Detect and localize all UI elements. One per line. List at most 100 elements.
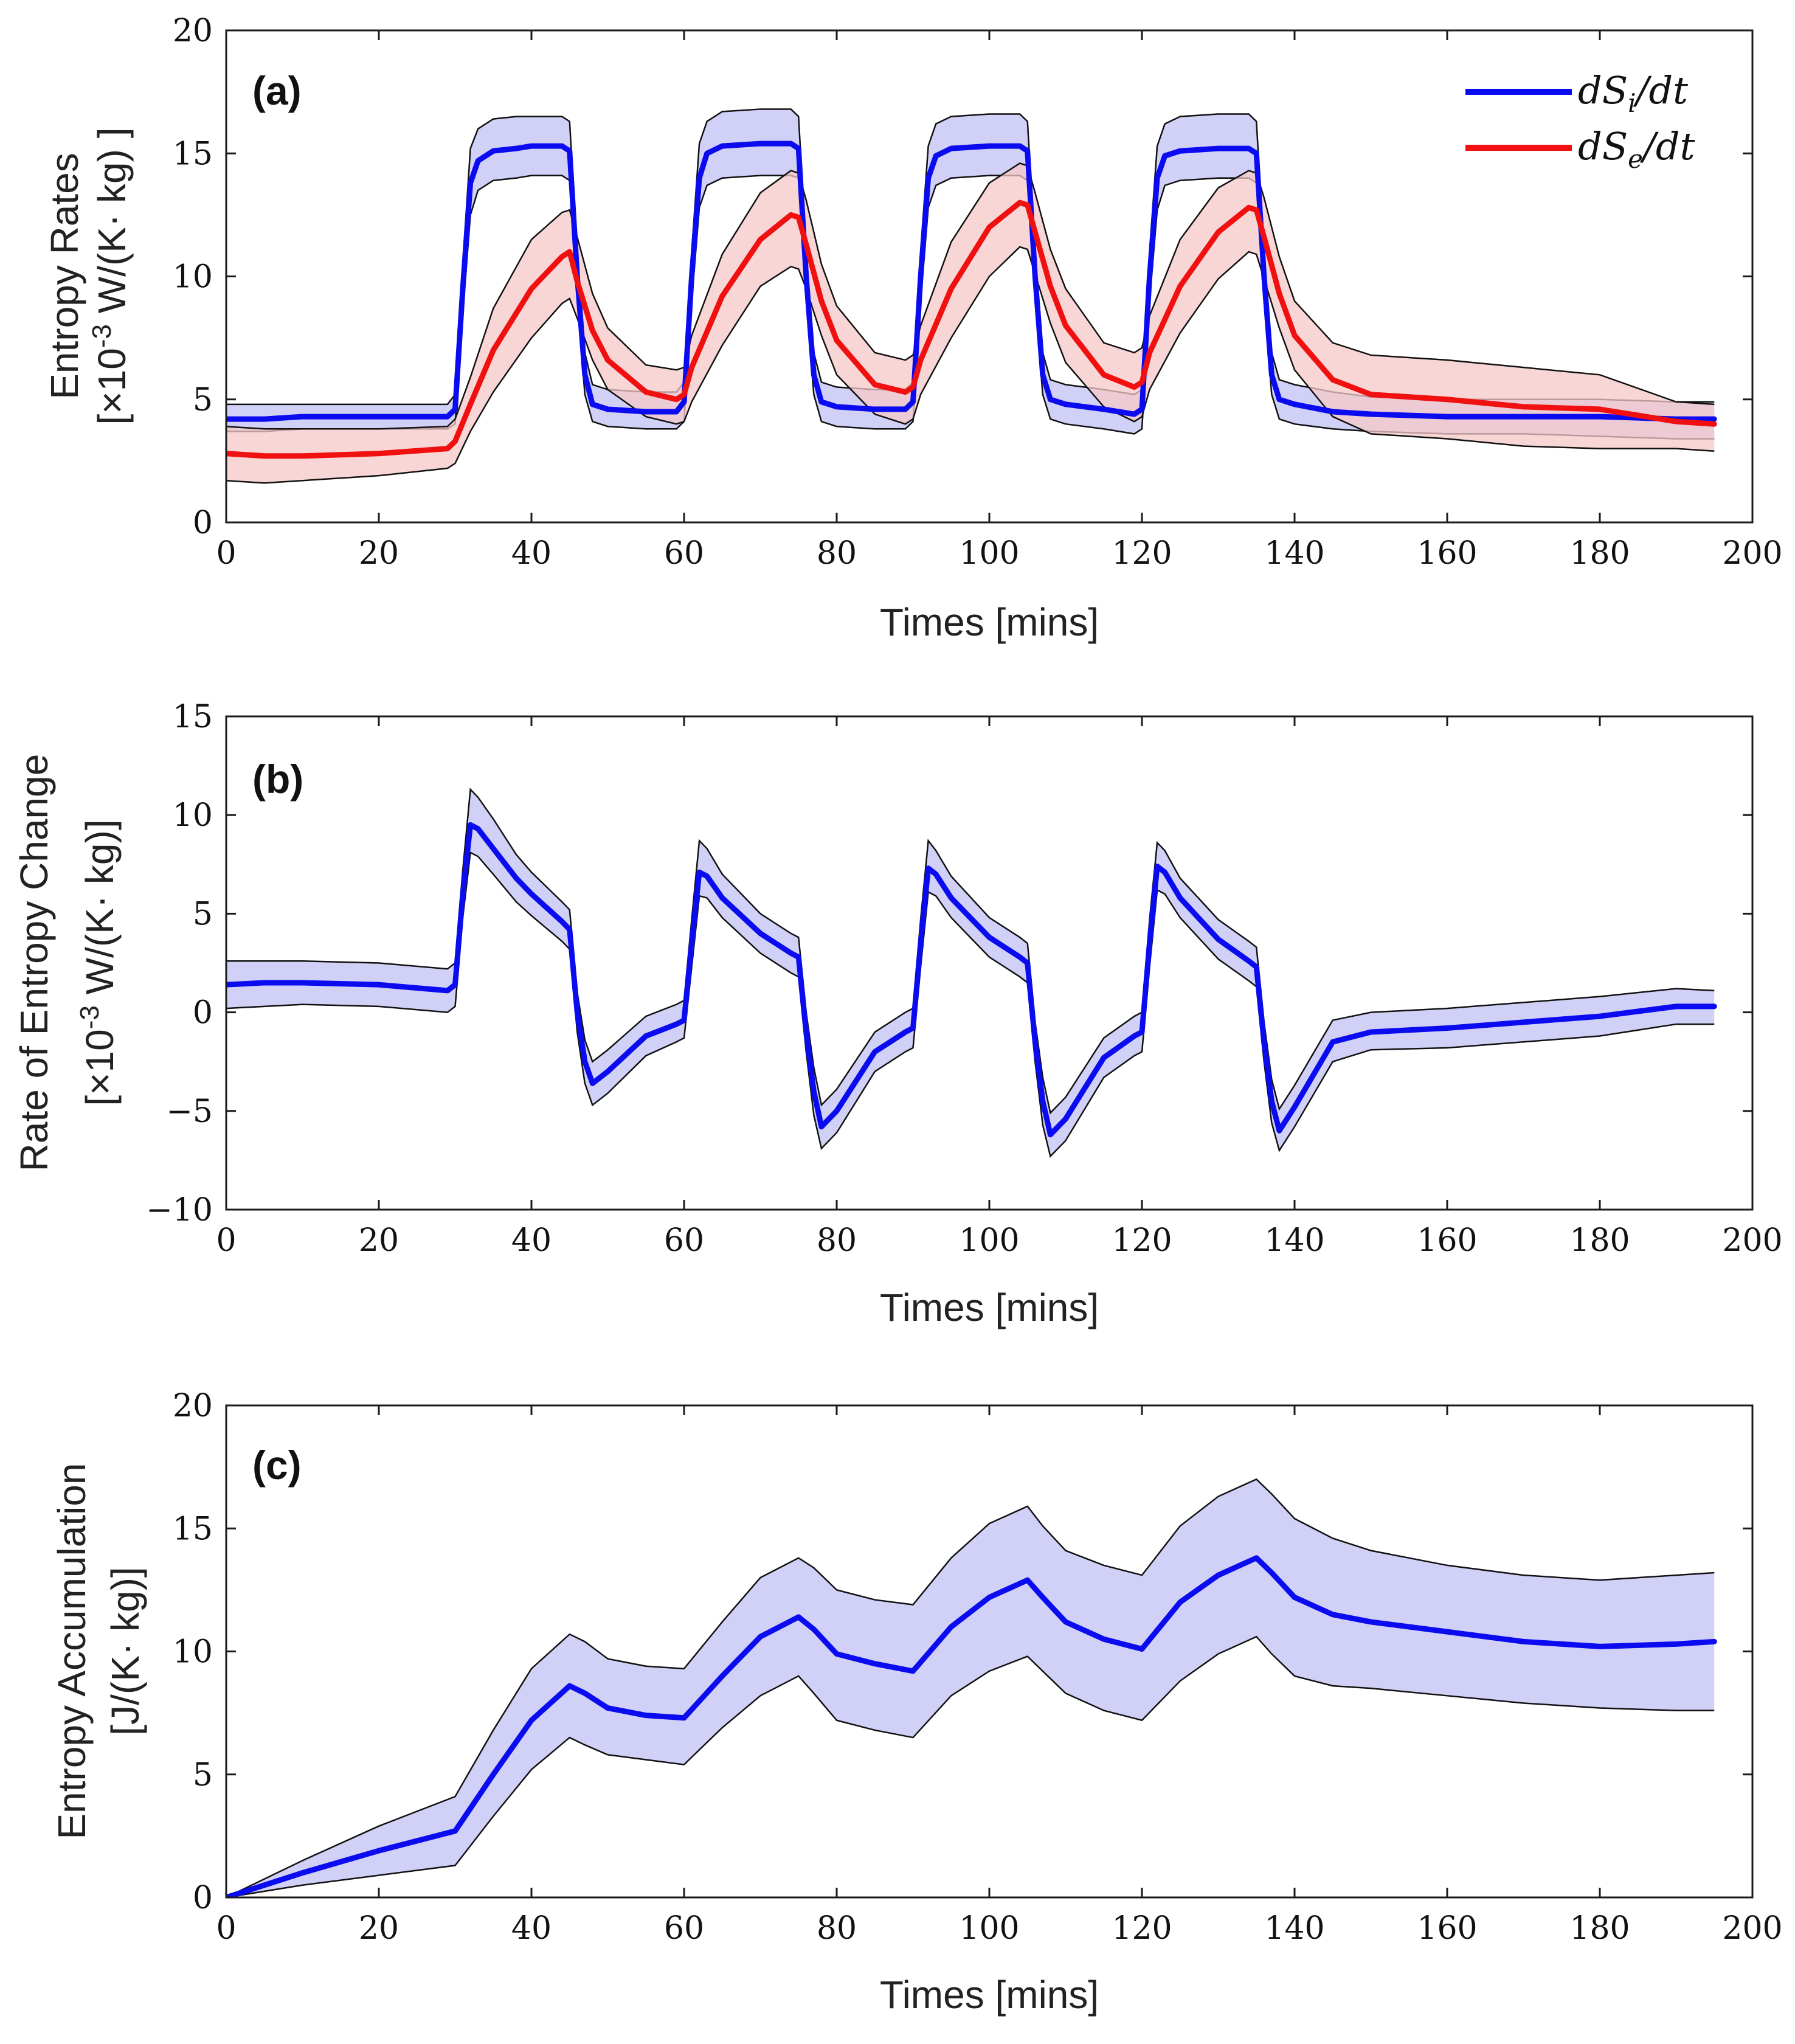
panel-b-ylabel-prefix: [×10 — [78, 1029, 122, 1106]
panel-c-x-ticks: 0 20 40 60 80 100 120 140 160 180 200 — [216, 1405, 1783, 1947]
panel-a-x-tick-label: 140 — [1264, 535, 1324, 572]
panel-a-y-axis-label-line1: Entropy Rates — [43, 153, 86, 400]
panel-a-y-ticks: 0 5 10 15 20 — [173, 13, 1752, 541]
panel-a-dsedt-confidence-band — [226, 163, 1715, 483]
panel-a-dsidt-mean-line — [226, 140, 1717, 422]
panel-a-x-tick-label: 200 — [1722, 535, 1782, 572]
panel-b-x-tick-label: 60 — [664, 1222, 704, 1259]
panel-c-x-tick-label: 20 — [359, 1910, 399, 1947]
panel-c-x-tick-label: 60 — [664, 1910, 704, 1947]
panel-c-series-layer — [226, 1478, 1717, 1897]
legend-label-dsi-rest: /dt — [1633, 68, 1689, 113]
panel-c-x-tick-label: 100 — [959, 1910, 1019, 1947]
panel-a-ylabel-exponent: -3 — [87, 324, 117, 348]
panel-c-y-tick-label: 20 — [173, 1388, 213, 1424]
panel-a-x-axis-label: Times [mins] — [880, 600, 1099, 644]
panel-c-y-axis-label-line1: Entropy Accumulation — [50, 1463, 94, 1840]
panel-c-x-tick-label: 180 — [1569, 1910, 1630, 1947]
panel-a-ylabel-prefix: [×10 — [90, 348, 134, 424]
panel-c-x-tick-label: 0 — [216, 1910, 236, 1947]
panel-a-y-axis-label: Entropy Rates [×10-3 W/(K· kg) ] — [43, 128, 134, 425]
panel-a-x-tick-label: 80 — [817, 535, 857, 572]
panel-b-ylabel-exponent: -3 — [75, 1005, 105, 1029]
panel-c-y-tick-label: 5 — [193, 1757, 213, 1793]
panel-a-y-tick-label: 15 — [173, 136, 213, 172]
panel-b-y-axis-label-line2: [×10-3 W/(K· kg)] — [75, 819, 122, 1106]
panel-c-x-tick-label: 40 — [511, 1910, 552, 1947]
panel-a-x-tick-label: 20 — [359, 535, 399, 572]
panel-b-x-tick-label: 120 — [1112, 1222, 1172, 1259]
panel-b-ylabel-suffix: W/(K· kg)] — [78, 819, 122, 1005]
panel-b-x-ticks: 0 20 40 60 80 100 120 140 160 180 200 — [216, 716, 1783, 1259]
panel-a-dsedt-band-upper-edge — [226, 162, 1715, 430]
legend-label-dse: dSe/dt — [1578, 124, 1695, 174]
panel-c-y-ticks: 0 5 10 15 20 — [173, 1388, 1752, 1916]
panel-b-x-tick-label: 140 — [1264, 1222, 1324, 1259]
panel-b-dsdt-mean-line — [226, 822, 1717, 1138]
panel-a-x-tick-label: 120 — [1112, 535, 1172, 572]
panel-a-legend: dSi/dt dSe/dt — [1456, 61, 1724, 175]
panel-a-y-tick-label: 10 — [173, 259, 213, 296]
panel-a-x-tick-label: 160 — [1417, 535, 1477, 572]
panel-c-x-tick-label: 160 — [1417, 1910, 1477, 1947]
panel-a-x-tick-label: 180 — [1569, 535, 1630, 572]
panel-a-y-tick-label: 20 — [173, 13, 213, 49]
panel-c-x-axis-label: Times [mins] — [880, 1973, 1099, 2017]
panel-a-x-tick-label: 100 — [959, 535, 1019, 572]
panel-c-x-tick-label: 80 — [817, 1910, 857, 1947]
panel-c-s-band-lower-edge — [226, 1635, 1715, 1897]
panel-b-x-tick-label: 40 — [511, 1222, 552, 1259]
panel-c-s-mean-line — [226, 1555, 1717, 1897]
panel-a-y-axis-label-line2: [×10-3 W/(K· kg) ] — [87, 128, 134, 425]
legend-label-dse-rest: /dt — [1640, 124, 1695, 168]
panel-c-y-tick-label: 15 — [173, 1511, 213, 1547]
panel-b-y-tick-label: −5 — [166, 1093, 213, 1130]
panel-b-x-tick-label: 180 — [1569, 1222, 1630, 1259]
panel-c-x-tick-label: 140 — [1264, 1910, 1324, 1947]
panel-b-y-tick-label: 10 — [173, 797, 213, 834]
panel-c-s-band-upper-edge — [226, 1478, 1715, 1897]
panel-a: 0 20 40 60 80 100 120 140 160 180 200 0 5 10 15 20 (a)… — [43, 13, 1783, 644]
panel-c-y-tick-label: 0 — [193, 1880, 213, 1916]
panel-a-x-tick-label: 60 — [664, 535, 704, 572]
panel-c: 0 20 40 60 80 100 120 140 160 180 200 0 5 10 15 20 (c)… — [50, 1388, 1783, 2017]
panel-a-x-ticks: 0 20 40 60 80 100 120 140 160 180 200 — [216, 30, 1783, 572]
panel-b-y-axis-label: Rate of Entropy Change [×10-3 W/(K· kg)] — [12, 754, 122, 1172]
panel-b-x-tick-label: 100 — [959, 1222, 1019, 1259]
panel-b-tag: (b) — [252, 757, 303, 802]
panel-a-x-tick-label: 0 — [216, 535, 236, 572]
panel-b-y-tick-label: 15 — [173, 699, 213, 735]
panel-c-y-axis-label: Entropy Accumulation [J/(K· kg)] — [50, 1463, 147, 1840]
panel-b-y-tick-label: 0 — [193, 995, 213, 1031]
panel-b-x-tick-label: 160 — [1417, 1222, 1477, 1259]
panel-b-dsdt-band-upper-edge — [226, 788, 1715, 1115]
legend-box — [1456, 61, 1724, 175]
panel-a-ylabel-suffix: W/(K· kg) ] — [90, 128, 134, 325]
panel-a-y-tick-label: 5 — [193, 382, 213, 418]
legend-label-dsi: dSi/dt — [1578, 68, 1688, 118]
panel-b-x-tick-label: 80 — [817, 1222, 857, 1259]
panel-c-x-tick-label: 120 — [1112, 1910, 1172, 1947]
legend-label-dse-subscript: e — [1628, 144, 1643, 174]
legend-label-dsi-subscript: i — [1628, 88, 1636, 118]
panel-b-x-tick-label: 0 — [216, 1222, 236, 1259]
panel-a-dsedt-mean-line — [226, 199, 1717, 459]
panel-c-x-tick-label: 200 — [1722, 1910, 1782, 1947]
panel-b: 0 20 40 60 80 100 120 140 160 180 200 −10−5051015 … — [12, 699, 1783, 1329]
panel-b-dsdt-confidence-band — [226, 789, 1715, 1157]
panel-b-x-axis-label: Times [mins] — [880, 1286, 1099, 1329]
panel-a-x-tick-label: 40 — [511, 535, 552, 572]
panel-b-y-axis-label-line1: Rate of Entropy Change — [12, 754, 56, 1172]
panel-c-tag: (c) — [252, 1443, 302, 1488]
panel-b-x-tick-label: 200 — [1722, 1222, 1782, 1259]
panel-b-x-tick-label: 20 — [359, 1222, 399, 1259]
panel-b-y-tick-label: 5 — [193, 896, 213, 932]
panel-c-y-tick-label: 10 — [173, 1634, 213, 1671]
panel-a-y-tick-label: 0 — [193, 505, 213, 541]
panel-c-y-axis-label-line2: [J/(K· kg)] — [103, 1567, 147, 1735]
panel-b-series-layer — [226, 788, 1717, 1158]
panel-a-series-layer — [226, 108, 1717, 484]
panel-a-tag: (a) — [252, 68, 302, 113]
panel-b-y-tick-label: −10 — [146, 1192, 213, 1228]
